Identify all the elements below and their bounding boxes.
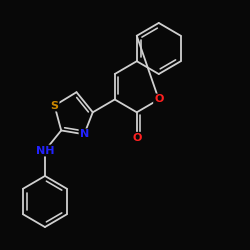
Text: NH: NH xyxy=(36,146,54,156)
Text: O: O xyxy=(154,94,164,104)
Text: S: S xyxy=(50,100,58,110)
Text: O: O xyxy=(132,133,141,143)
Text: N: N xyxy=(80,129,89,139)
